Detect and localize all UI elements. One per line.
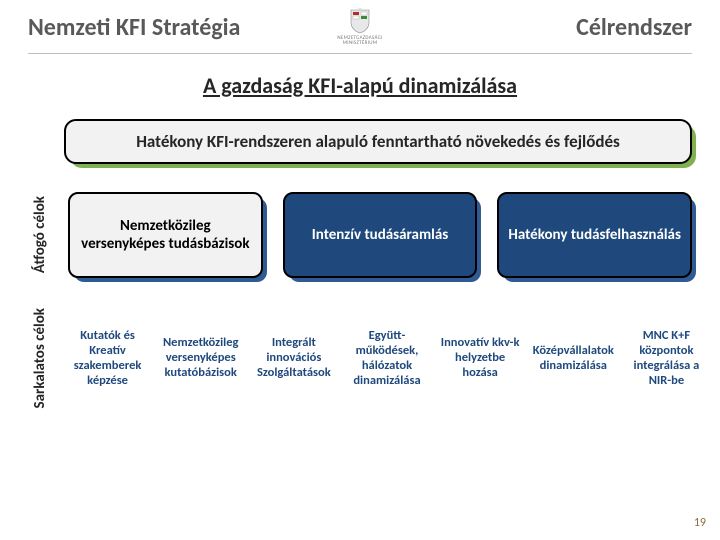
- ministry-label: NEMZETGAZDASÁGI MINISZTÉRIUM: [325, 36, 395, 47]
- small-col: Kutatók és Kreatív szakemberek képzése: [64, 308, 151, 408]
- ministry-crest: NEMZETGAZDASÁGI MINISZTÉRIUM: [325, 8, 395, 47]
- header-rule: [28, 53, 692, 54]
- row-sarkalatos: Sarkalatos célok Kutatók és Kreatív szak…: [24, 308, 710, 408]
- card: Intenzív tudásáramlás: [283, 192, 478, 278]
- card-wrap: Hatékony tudásfelhasználás: [497, 192, 692, 278]
- top-band: Hatékony KFI-rendszeren alapuló fenntart…: [64, 119, 692, 164]
- title-right: Célrendszer: [395, 13, 692, 42]
- small-col: Nemzetközileg versenyképes kutatóbázisok: [157, 308, 244, 408]
- small-col: Innovatív kkv-k helyzetbe hozása: [437, 308, 524, 408]
- small-col: MNC K+F központok integrálása a NIR-be: [623, 308, 710, 408]
- card-wrap: Nemzetközileg versenyképes tudásbázisok: [68, 192, 263, 278]
- cards-container: Nemzetközileg versenyképes tudásbázisokI…: [68, 192, 692, 278]
- small-col: Integrált innovációs Szolgál­tatások: [250, 308, 337, 408]
- crest-icon: [349, 8, 371, 34]
- card: Nemzetközileg versenyképes tudásbázisok: [68, 192, 263, 278]
- vlabel-sarkalatos: Sarkalatos célok: [24, 308, 58, 408]
- vlabel-atfogo: Átfogó célok: [24, 192, 58, 278]
- small-col: Együtt­működések, hálózatok dinamizálása: [343, 308, 430, 408]
- header: Nemzeti KFI Stratégia NEMZETGAZDASÁGI MI…: [0, 0, 720, 49]
- band-text: Hatékony KFI-rendszeren alapuló fenntart…: [64, 119, 692, 164]
- title-left: Nemzeti KFI Stratégia: [28, 13, 325, 42]
- cols-container: Kutatók és Kreatív szakemberek képzéseNe…: [64, 308, 710, 408]
- card-wrap: Intenzív tudásáramlás: [283, 192, 478, 278]
- small-col: Közép­vállalatok dinami­zálása: [530, 308, 617, 408]
- subtitle: A gazdaság KFI-alapú dinamizálása: [0, 72, 720, 99]
- row-atfogo: Átfogó célok Nemzetközileg versenyképes …: [24, 192, 692, 278]
- card: Hatékony tudásfelhasználás: [497, 192, 692, 278]
- page-number: 19: [694, 516, 706, 530]
